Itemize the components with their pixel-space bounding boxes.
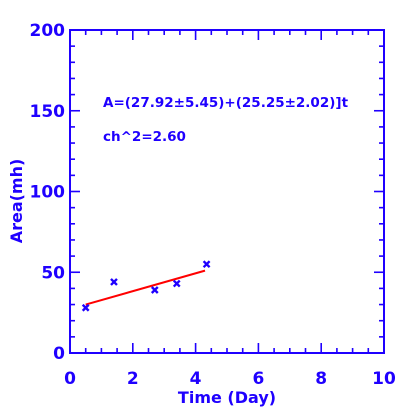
data-point-stroke-b [150,286,159,294]
fit-equation-annotation: A=(27.92±5.45)+(25.25±2.02)]t [103,95,349,111]
plot-frame [69,29,385,354]
x-tick-label: 0 [64,369,76,389]
chi-square-annotation: ch^2=2.60 [103,129,186,145]
x-tick-label: 8 [315,369,327,389]
points-layer [81,260,211,312]
data-point [172,279,181,288]
y-tick-label: 0 [53,344,65,364]
y-axis-label: Area(mh) [7,159,26,244]
data-point [150,286,159,294]
fit-layer [85,269,206,306]
ticks-layer [69,29,385,354]
data-point-stroke-b [110,278,118,286]
data-point-stroke-b [172,279,181,288]
data-point [110,278,118,286]
data-point [81,303,90,312]
frame-layer [69,29,385,354]
x-tick-label: 6 [252,369,264,389]
x-tick-label: 10 [372,369,396,389]
data-point-stroke-b [202,260,211,269]
fit-line [85,269,206,306]
y-tick-label: 50 [41,263,65,283]
y-tick-label: 150 [30,102,66,122]
x-tick-label: 4 [190,369,202,389]
y-tick-label: 200 [30,21,66,41]
x-tick-label: 2 [127,369,139,389]
data-point [202,260,211,269]
data-point-stroke-b [81,303,90,312]
y-tick-label: 100 [30,183,66,203]
x-axis-label: Time (Day) [178,388,276,407]
